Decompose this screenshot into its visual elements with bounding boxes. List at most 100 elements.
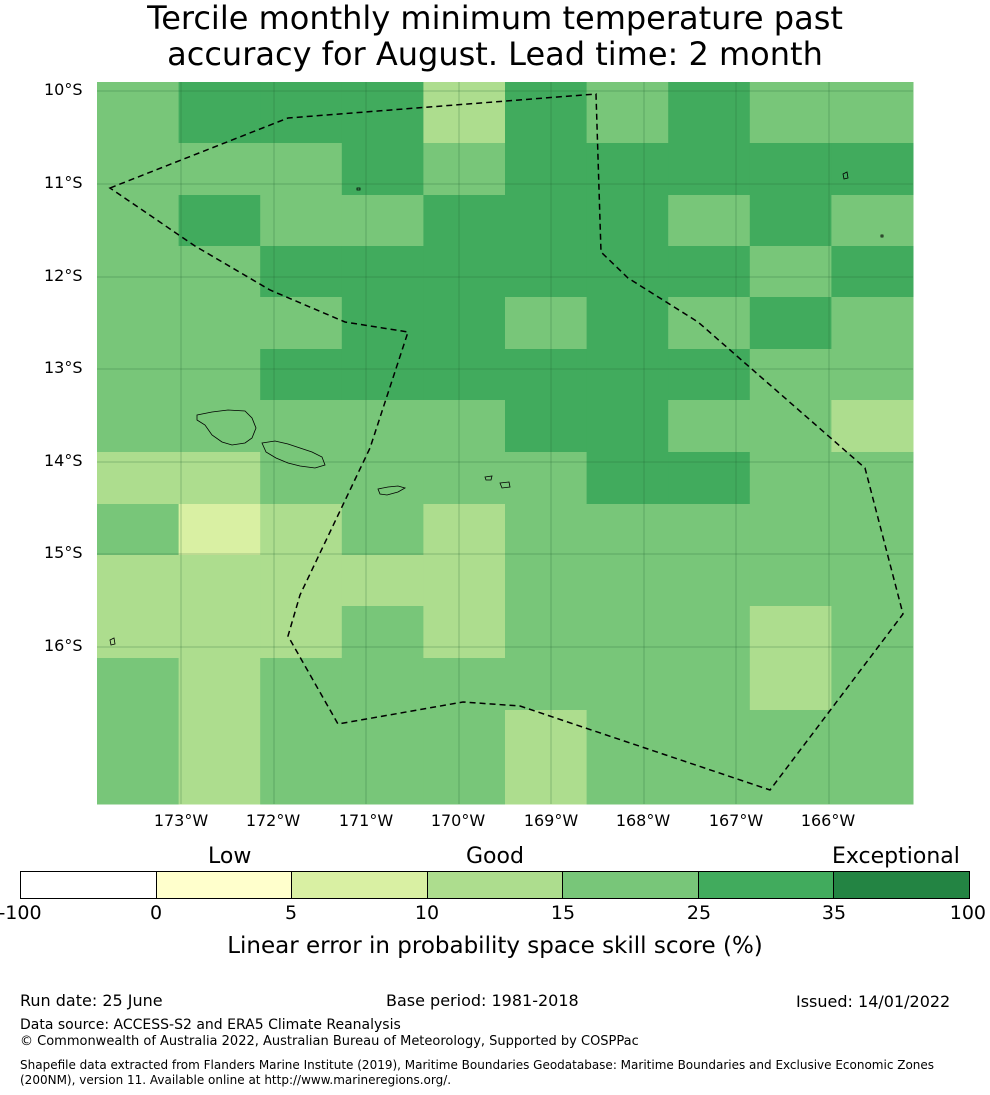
lon-label-171w: 171°W [338, 811, 394, 830]
grid-cell [586, 400, 669, 453]
lat-label-11s: 11°S [44, 173, 83, 192]
grid-cell [505, 658, 588, 711]
grid-cell [423, 452, 506, 505]
grid-cell [178, 606, 261, 659]
eez-boundary [108, 93, 904, 791]
grid-cell [668, 504, 751, 556]
base-period: Base period: 1981-2018 [386, 991, 579, 1010]
lon-label-170w: 170°W [430, 811, 486, 830]
grid-cell [831, 504, 914, 556]
grid-cell [97, 504, 180, 556]
island-swains [356, 187, 361, 191]
colorbar-tick: 100 [949, 902, 986, 924]
grid-cell [586, 195, 669, 247]
island-savaii [196, 409, 257, 446]
grid-cell [505, 606, 588, 659]
grid-cell [178, 143, 261, 196]
grid-cell [423, 297, 506, 350]
grid-cell [260, 195, 343, 247]
copyright-notice: © Commonwealth of Australia 2022, Austra… [20, 1034, 639, 1049]
island-tau [499, 481, 511, 489]
grid-cell [178, 504, 261, 556]
colorbar-label: Linear error in probability space skill … [227, 933, 763, 959]
grid-cell [178, 297, 261, 350]
grid-cell [586, 504, 669, 556]
grid-cell [97, 195, 180, 247]
grid-cell [505, 297, 588, 350]
colorbar-segment [156, 872, 293, 898]
island-dot [880, 234, 884, 238]
grid-cell [178, 452, 261, 505]
colorbar-segment [834, 872, 970, 898]
grid-cell [178, 195, 261, 247]
grid-cell [260, 504, 343, 556]
grid-cell [423, 710, 506, 805]
grid-cell [831, 710, 914, 805]
grid-cell [97, 555, 180, 607]
grid-cell [668, 143, 751, 196]
lat-label-15s: 15°S [44, 543, 83, 562]
island-tutuila [377, 485, 407, 496]
grid-cell [749, 246, 832, 298]
grid-cell [260, 246, 343, 298]
grid-cell [341, 195, 424, 247]
grid-cell [341, 246, 424, 298]
grid-cell [97, 246, 180, 298]
grid-cell [341, 658, 424, 711]
grid-cell [423, 246, 506, 298]
grid-cell [668, 710, 751, 805]
grid-cell [668, 297, 751, 350]
colorbar-segment [21, 872, 157, 898]
grid-cell [749, 452, 832, 505]
grid-cell [668, 452, 751, 505]
grid-cell [97, 658, 180, 711]
grid-cell [423, 349, 506, 401]
grid-cell [341, 710, 424, 805]
colorbar [20, 871, 970, 899]
colorbar-segment [292, 872, 428, 898]
grid-cell [831, 400, 914, 453]
island-rose [109, 637, 116, 646]
colorbar-segment [698, 872, 835, 898]
grid-cell [586, 82, 669, 144]
grid-cell [341, 555, 424, 607]
graticule [97, 82, 913, 804]
grid-cell [341, 452, 424, 505]
grid-cell [505, 504, 588, 556]
grid-cell [668, 195, 751, 247]
island-ofu [484, 475, 493, 481]
grid-cell [178, 82, 261, 144]
grid-cell [749, 504, 832, 556]
lat-label-14s: 14°S [44, 451, 83, 470]
run-date: Run date: 25 June [20, 991, 163, 1010]
grid-cell [668, 246, 751, 298]
grid-cell [831, 606, 914, 659]
grid-cell [341, 504, 424, 556]
grid-cell [505, 195, 588, 247]
grid-cell [749, 195, 832, 247]
grid-cell [668, 82, 751, 144]
grid-cell [260, 400, 343, 453]
grid-cell [505, 710, 588, 805]
grid-cell [749, 349, 832, 401]
grid-cell [505, 555, 588, 607]
colorbar-tick: 15 [550, 902, 576, 924]
grid-cell [586, 606, 669, 659]
grid-cell [260, 452, 343, 505]
grid-cell [505, 349, 588, 401]
grid-cell [423, 195, 506, 247]
colorbar-tick: 25 [686, 902, 712, 924]
grid-cell [505, 82, 588, 144]
lat-label-12s: 12°S [44, 266, 83, 285]
grid-cell [178, 555, 261, 607]
grid-cell [749, 143, 832, 196]
grid-cell [260, 606, 343, 659]
grid-cell [260, 710, 343, 805]
lat-label-10s: 10°S [44, 80, 83, 99]
grid-cell [97, 710, 180, 805]
grid-cell [749, 555, 832, 607]
grid-cell [341, 606, 424, 659]
grid-cell [178, 658, 261, 711]
grid-cell [831, 349, 914, 401]
grid-cell [831, 555, 914, 607]
